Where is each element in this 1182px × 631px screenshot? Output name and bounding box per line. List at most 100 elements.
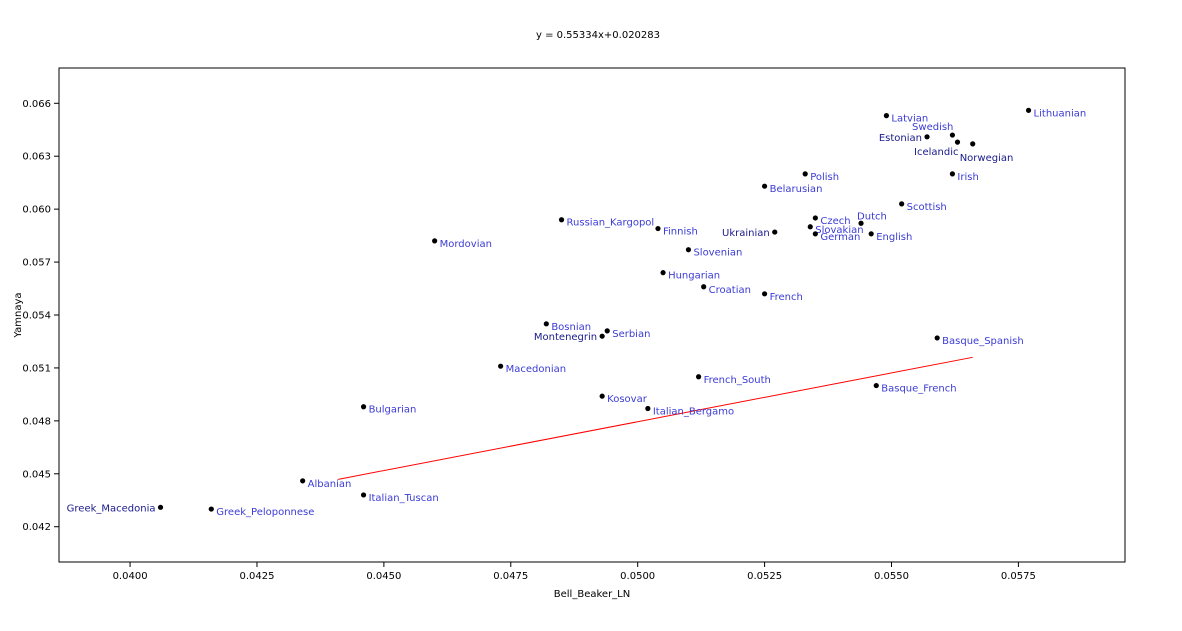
point-label: Bulgarian: [369, 405, 417, 416]
data-point-bosnian: [543, 321, 549, 327]
x-tick-label: 0.0550: [874, 571, 909, 582]
x-axis: 0.0400 0.0425 0.0450 0.0475 0.0500 0.0525 0.05…: [113, 562, 1036, 582]
data-point-finnish: [655, 225, 661, 232]
data-point-dutch: [858, 220, 864, 226]
data-point-polish: [802, 171, 808, 177]
point-label: Croatian: [709, 285, 751, 296]
point-label: English: [876, 232, 912, 243]
data-point-estonian: [924, 134, 930, 140]
plot-area: [58, 67, 1126, 563]
x-tick-label: 0.0475: [493, 571, 528, 582]
point-label: Albanian: [308, 479, 352, 490]
point-label: Hungarian: [668, 271, 720, 282]
point-label: German: [820, 232, 860, 243]
data-point-lithuanian: [1025, 107, 1032, 113]
point-label: Czech: [820, 216, 850, 227]
data-point-belarusian: [761, 183, 768, 189]
point-label: Mordovian: [440, 239, 492, 250]
data-point-slovakian: [807, 224, 813, 230]
y-tick-label: 0.042: [22, 522, 51, 533]
data-point-kosovar: [599, 393, 605, 399]
point-label: Dutch: [857, 211, 887, 222]
point-label: Slovakian: [815, 225, 863, 236]
x-tick-label: 0.0500: [620, 571, 655, 582]
data-point-basque-spanish: [934, 335, 940, 341]
data-point-french: [761, 291, 768, 297]
y-tick-label: 0.063: [22, 152, 51, 163]
data-point-serbian: [604, 328, 610, 334]
point-label: Polish: [810, 172, 839, 183]
data-point-czech: [812, 215, 818, 221]
data-point-russian-kargopol: [558, 217, 565, 223]
point-label: Scottish: [907, 202, 947, 213]
data-point-latvian: [883, 113, 890, 119]
point-label: Irish: [957, 172, 978, 183]
data-point-italian-bergamo: [645, 405, 651, 412]
y-tick-label: 0.054: [22, 311, 51, 322]
point-label: Latvian: [891, 114, 928, 125]
point-label: Italian_Bergamo: [653, 407, 734, 418]
data-point-french-south: [696, 374, 702, 380]
data-point-german: [812, 231, 818, 237]
x-tick-label: 0.0425: [239, 571, 274, 582]
data-point-swedish: [949, 132, 956, 138]
x-tick-label: 0.0450: [366, 571, 401, 582]
x-tick-label: 0.0575: [1001, 571, 1036, 582]
point-label: Lithuanian: [1034, 108, 1087, 119]
point-label: Italian_Tuscan: [369, 493, 439, 504]
y-tick-label: 0.045: [22, 469, 51, 480]
data-point-icelandic: [954, 139, 961, 145]
data-point-english: [868, 231, 874, 237]
y-tick-label: 0.066: [22, 99, 51, 110]
point-label: French_South: [704, 375, 771, 386]
data-point-norwegian: [970, 141, 976, 147]
point-label: Finnish: [663, 227, 698, 238]
point-label: Macedonian: [506, 364, 566, 375]
x-tick-label: 0.0525: [747, 571, 782, 582]
point-label: Icelandic: [914, 147, 958, 158]
trendline: [338, 356, 973, 480]
data-point-greek-macedonia: [157, 504, 164, 510]
y-axis: 0.042 0.045 0.048 0.051 0.054 0.057 0.060 0.063…: [22, 99, 59, 533]
y-tick-label: 0.051: [22, 363, 51, 374]
point-label: Swedish: [912, 122, 953, 133]
data-point-irish: [949, 171, 956, 177]
data-point-ukrainian: [772, 229, 778, 235]
point-label: Serbian: [612, 329, 650, 340]
x-axis-label: Bell_Beaker_LN: [554, 589, 630, 600]
data-point-hungarian: [660, 270, 666, 276]
data-point-scottish: [899, 201, 905, 207]
point-label: Basque_Spanish: [942, 336, 1024, 347]
data-point-italian-tuscan: [360, 492, 367, 498]
point-label: Belarusian: [770, 184, 823, 195]
point-label: Russian_Kargopol: [567, 218, 655, 229]
data-point-albanian: [300, 478, 306, 484]
chart-title: y = 0.55334x+0.020283: [536, 30, 660, 41]
y-tick-label: 0.057: [22, 258, 51, 269]
point-label: Slovenian: [693, 248, 742, 259]
data-point-croatian: [701, 284, 707, 290]
y-axis-label: Yamnaya: [13, 292, 24, 338]
point-label: Ukrainian: [722, 228, 770, 239]
point-label: Greek_Macedonia: [67, 503, 156, 514]
x-tick-label: 0.0400: [113, 571, 148, 582]
point-label: Estonian: [879, 133, 922, 144]
point-label: Greek_Peloponnese: [216, 507, 314, 518]
data-point-basque-french: [873, 382, 879, 389]
y-tick-label: 0.048: [22, 416, 51, 427]
point-label: Basque_French: [881, 384, 956, 395]
trendline-group: [338, 356, 973, 480]
data-point-greek-peloponnese: [208, 506, 214, 512]
point-label: Bosnian: [551, 322, 591, 333]
data-point-mordovian: [432, 238, 438, 244]
y-tick-label: 0.060: [22, 205, 51, 216]
point-label: Kosovar: [607, 394, 648, 405]
point-label: Montenegrin: [534, 332, 597, 343]
data-points: Greek_Macedonia Greek_Peloponnese Albanian…: [67, 107, 1087, 518]
point-label: Norwegian: [960, 153, 1014, 164]
point-label: French: [770, 292, 803, 303]
data-point-slovenian: [685, 247, 692, 253]
data-point-bulgarian: [360, 404, 367, 410]
data-point-macedonian: [498, 363, 504, 369]
